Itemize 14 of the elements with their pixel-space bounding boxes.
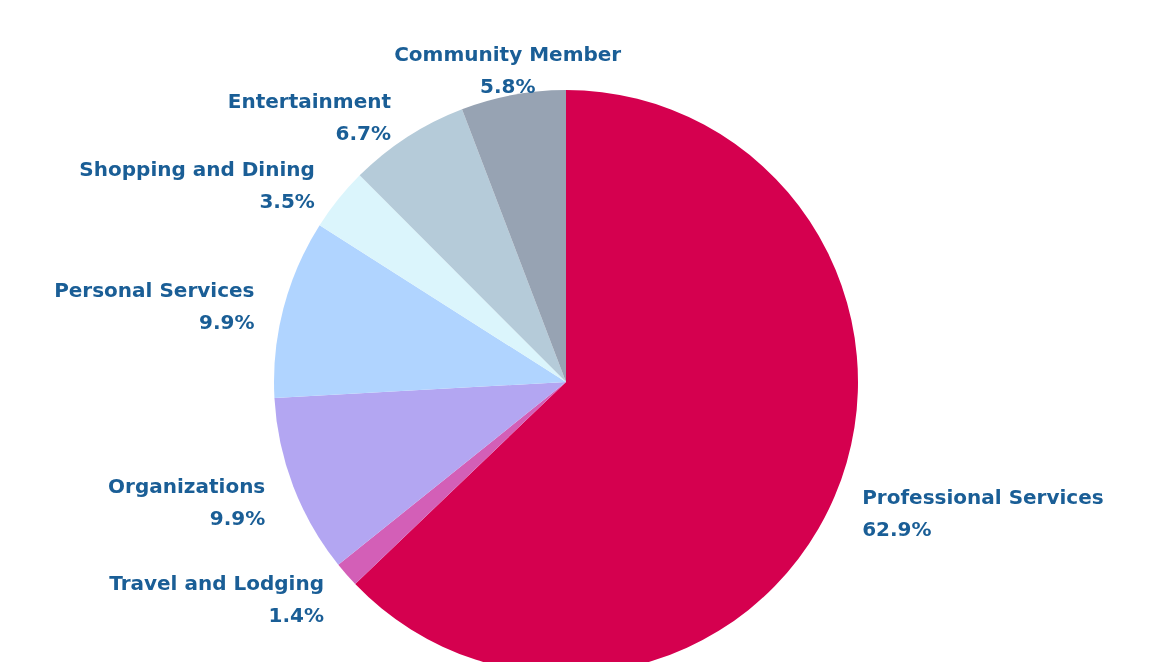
- data-label: 6.7%: [335, 120, 392, 145]
- slice-label: Shopping and Dining: [79, 157, 315, 182]
- data-label: 1.4%: [268, 603, 324, 628]
- data-label: 9.9%: [199, 309, 255, 334]
- data-label: 9.9%: [209, 506, 266, 531]
- slice-label: Community Member: [394, 42, 622, 67]
- slice-label: Professional Services: [862, 485, 1104, 510]
- slice-label: Organizations: [108, 474, 266, 499]
- slice-label: Travel and Lodging: [109, 571, 324, 596]
- data-label: 3.5%: [259, 189, 315, 214]
- slice-label: Personal Services: [54, 277, 255, 302]
- data-label: 5.8%: [479, 74, 536, 99]
- slice-label: Entertainment: [227, 88, 392, 113]
- data-label: 62.9%: [862, 517, 932, 542]
